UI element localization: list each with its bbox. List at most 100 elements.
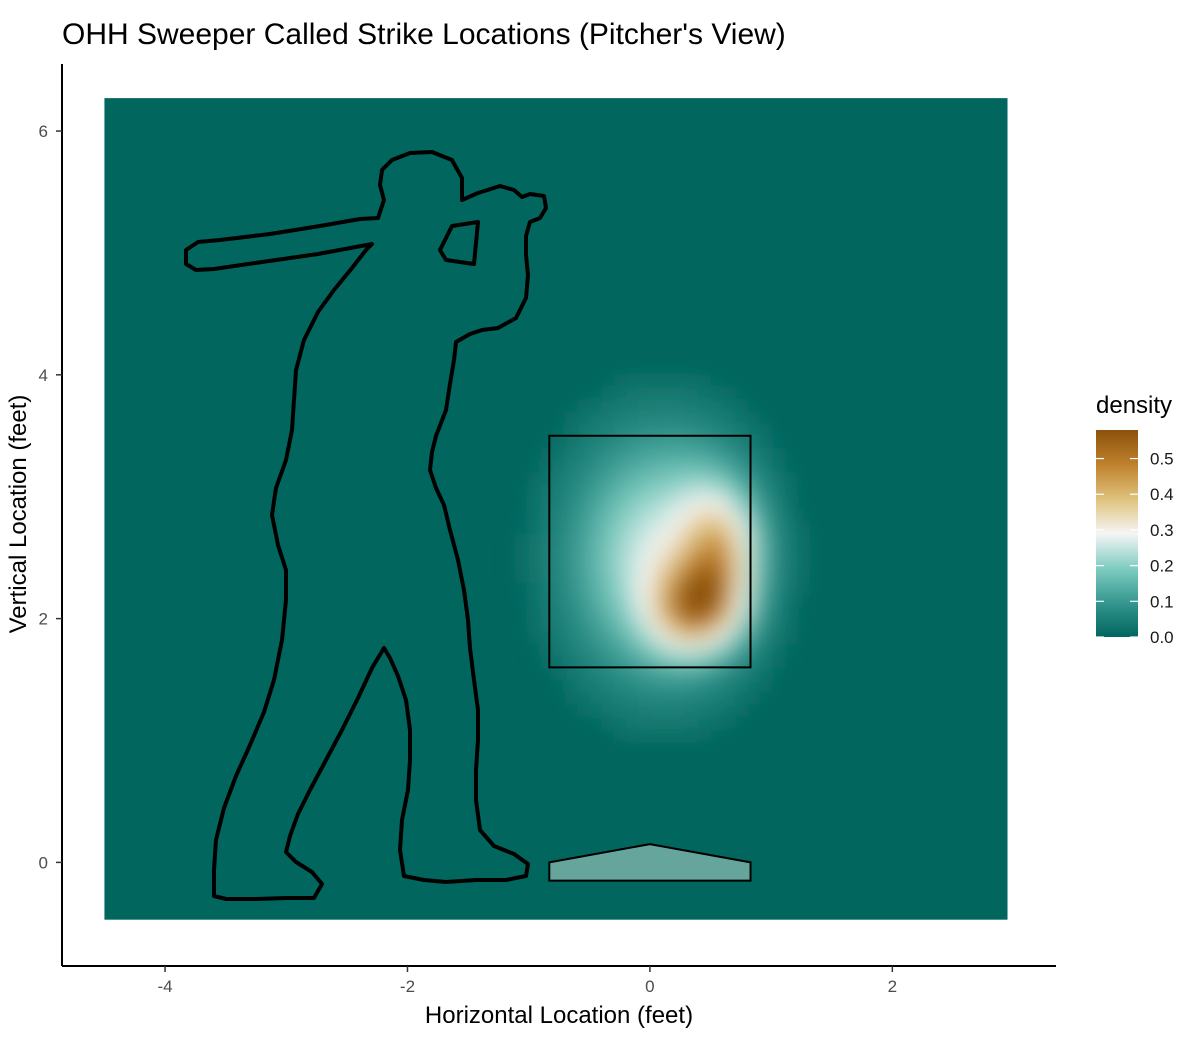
- heatmap-cell: [577, 545, 590, 559]
- heatmap-cell: [649, 569, 663, 583]
- heatmap-cell: [759, 508, 772, 522]
- heatmap-cell: [759, 642, 772, 656]
- heatmap-cell: [565, 642, 578, 656]
- heatmap-cell: [589, 703, 603, 717]
- heatmap-cell: [613, 618, 627, 632]
- heatmap-cell: [637, 557, 651, 571]
- heatmap-cell: [637, 374, 651, 388]
- heatmap-cell: [540, 447, 554, 461]
- heatmap-cell: [516, 569, 530, 583]
- heatmap-cell: [552, 655, 566, 668]
- heatmap-cell: [722, 618, 736, 632]
- heatmap-cell: [783, 545, 796, 559]
- heatmap-cell: [674, 472, 687, 486]
- heatmap-cell: [577, 472, 590, 486]
- heatmap-cell: [734, 594, 748, 608]
- heatmap-cell: [734, 472, 748, 486]
- heatmap-cell: [686, 667, 700, 681]
- x-tick-label: 0: [645, 977, 654, 996]
- heatmap-cell: [662, 728, 675, 742]
- heatmap-cell: [625, 374, 639, 388]
- heatmap-cell: [734, 545, 748, 559]
- heatmap-cell: [516, 557, 530, 571]
- heatmap-cell: [771, 569, 784, 583]
- heatmap-cell: [674, 447, 687, 461]
- heatmap-cell: [686, 606, 700, 620]
- heatmap-cell: [783, 618, 796, 632]
- heatmap-cell: [649, 508, 663, 522]
- heatmap-cell: [613, 387, 627, 400]
- heatmap-cell: [722, 435, 736, 449]
- heatmap-cell: [649, 691, 663, 705]
- heatmap-cell: [637, 423, 651, 437]
- legend: density 0.0 0.1 0.2 0.3 0.4 0.5: [1096, 392, 1174, 647]
- heatmap-cell: [528, 569, 542, 583]
- heatmap-cell: [649, 667, 663, 681]
- heatmap-cell: [734, 460, 748, 473]
- heatmap-cell: [759, 557, 772, 571]
- legend-tick-label: 0.2: [1150, 557, 1174, 576]
- heatmap-cell: [686, 472, 700, 486]
- heatmap-cell: [649, 472, 663, 486]
- heatmap-cell: [771, 533, 784, 547]
- heatmap-cell: [686, 630, 700, 644]
- heatmap-cell: [565, 411, 578, 425]
- heatmap-cell: [637, 387, 651, 400]
- heatmap-cell: [625, 484, 639, 498]
- heatmap-cell: [601, 472, 615, 486]
- heatmap-cell: [552, 557, 566, 571]
- heatmap-cell: [577, 435, 590, 449]
- heatmap-cell: [698, 460, 712, 473]
- heatmap-cell: [734, 582, 748, 595]
- heatmap-cell: [783, 606, 796, 620]
- heatmap-cell: [613, 423, 627, 437]
- heatmap-cell: [577, 484, 590, 498]
- heatmap-cell: [565, 655, 578, 668]
- heatmap-cell: [710, 435, 724, 449]
- heatmap-cell: [601, 630, 615, 644]
- heatmap-cell: [662, 508, 675, 522]
- heatmap-cell: [746, 618, 760, 632]
- heatmap-cell: [710, 703, 724, 717]
- heatmap-cell: [674, 630, 687, 644]
- heatmap-cell: [625, 533, 639, 547]
- heatmap-cell: [722, 630, 736, 644]
- heatmap-cell: [674, 545, 687, 559]
- heatmap-cell: [662, 557, 675, 571]
- heatmap-cell: [565, 496, 578, 510]
- heatmap-cell: [686, 618, 700, 632]
- heatmap-cell: [759, 679, 772, 693]
- axes: -4 -2 0 2 0 2 4 6: [39, 64, 1056, 996]
- heatmap-cell: [565, 679, 578, 693]
- heatmap-cell: [771, 618, 784, 632]
- heatmap-cell: [649, 411, 663, 425]
- heatmap-cell: [649, 642, 663, 656]
- heatmap-cell: [625, 630, 639, 644]
- heatmap-cell: [528, 484, 542, 498]
- heatmap-cell: [601, 655, 615, 668]
- heatmap-cell: [589, 679, 603, 693]
- heatmap-cell: [783, 582, 796, 595]
- heatmap-cell: [637, 545, 651, 559]
- heatmap-cell: [601, 545, 615, 559]
- heatmap-cell: [601, 691, 615, 705]
- heatmap-cell: [734, 667, 748, 681]
- heatmap-cell: [674, 387, 687, 400]
- legend-tick-label: 0.4: [1150, 485, 1174, 504]
- heatmap-cell: [686, 691, 700, 705]
- heatmap-cell: [649, 374, 663, 388]
- heatmap-cell: [686, 594, 700, 608]
- heatmap-cell: [552, 447, 566, 461]
- heatmap-cell: [710, 533, 724, 547]
- legend-tick-label: 0.5: [1150, 450, 1174, 469]
- heatmap-cell: [759, 655, 772, 668]
- heatmap-cell: [589, 533, 603, 547]
- heatmap-cell: [577, 703, 590, 717]
- heatmap-cell: [649, 387, 663, 400]
- heatmap-cell: [589, 484, 603, 498]
- heatmap-cell: [674, 533, 687, 547]
- heatmap-cell: [746, 569, 760, 583]
- heatmap-cell: [746, 447, 760, 461]
- heatmap-cell: [734, 679, 748, 693]
